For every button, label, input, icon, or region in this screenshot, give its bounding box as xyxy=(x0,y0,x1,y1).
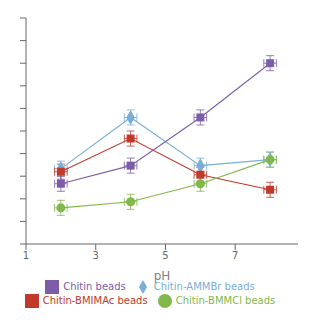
svg-text:1: 1 xyxy=(23,250,29,261)
svg-text:pH: pH xyxy=(154,269,171,283)
svg-text:3: 3 xyxy=(93,250,99,261)
svg-text:5: 5 xyxy=(162,250,168,261)
html-text:Chitin-AMMBr beads: Chitin-AMMBr beads xyxy=(153,281,255,292)
svg-text:7: 7 xyxy=(232,250,238,261)
html-text:Chitin beads: Chitin beads xyxy=(63,281,126,292)
html-text:Chitin-BMMCl beads: Chitin-BMMCl beads xyxy=(175,295,276,306)
html-text:Chitin-BMIMAc beads: Chitin-BMIMAc beads xyxy=(42,295,148,306)
